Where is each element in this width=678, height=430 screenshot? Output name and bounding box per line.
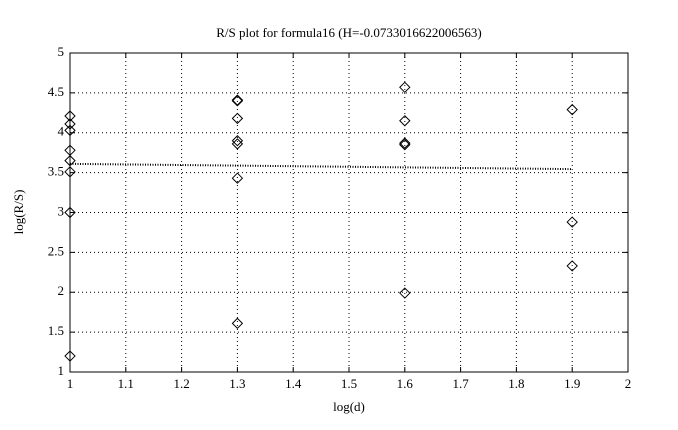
data-point xyxy=(231,95,244,107)
data-point xyxy=(64,166,76,178)
x-axis-label: log(d) xyxy=(333,399,365,414)
chart-title: R/S plot for formula16 (H=-0.07330166220… xyxy=(216,25,482,40)
plot-frame xyxy=(69,52,629,373)
x-tick-label: 1.6 xyxy=(397,376,414,391)
data-point xyxy=(399,137,411,149)
data-point xyxy=(64,154,76,167)
data-point xyxy=(64,206,76,219)
data-point xyxy=(64,110,76,122)
data-point xyxy=(64,124,76,137)
y-tick-label: 5 xyxy=(58,44,65,59)
x-tick-label: 1.9 xyxy=(564,376,580,391)
x-tick-label: 1.5 xyxy=(341,376,357,391)
data-point xyxy=(566,260,578,272)
y-tick-label: 4 xyxy=(58,124,65,139)
data-point xyxy=(231,135,244,147)
y-tick-label: 1 xyxy=(58,363,65,378)
data-point xyxy=(399,139,411,151)
y-axis-label: log(R/S) xyxy=(11,190,26,235)
y-tick-label: 2.5 xyxy=(48,243,64,258)
x-tick-label: 1 xyxy=(67,376,74,391)
data-point xyxy=(231,317,244,330)
data-point xyxy=(231,94,244,106)
y-tick-label: 1.5 xyxy=(48,323,64,338)
x-tick-label: 1.4 xyxy=(285,376,302,391)
x-tick-label: 1.2 xyxy=(173,376,189,391)
data-point xyxy=(231,172,244,184)
x-tick-label: 1.3 xyxy=(229,376,245,391)
x-tick-label: 1.1 xyxy=(118,376,134,391)
y-tick-label: 3.5 xyxy=(48,164,64,179)
y-tick-label: 4.5 xyxy=(48,84,64,99)
data-point xyxy=(566,216,578,228)
y-tick-label: 3 xyxy=(58,203,65,218)
data-point xyxy=(399,81,411,93)
data-point xyxy=(64,350,76,362)
data-point xyxy=(399,287,411,299)
data-point xyxy=(399,115,411,127)
data-point xyxy=(231,112,244,125)
y-tick-label: 2 xyxy=(58,283,65,298)
data-point xyxy=(231,138,244,150)
x-tick-label: 1.7 xyxy=(452,376,469,391)
data-point xyxy=(566,103,578,116)
x-tick-label: 1.8 xyxy=(508,376,524,391)
x-tick-label: 2 xyxy=(625,376,632,391)
data-point xyxy=(64,118,76,130)
